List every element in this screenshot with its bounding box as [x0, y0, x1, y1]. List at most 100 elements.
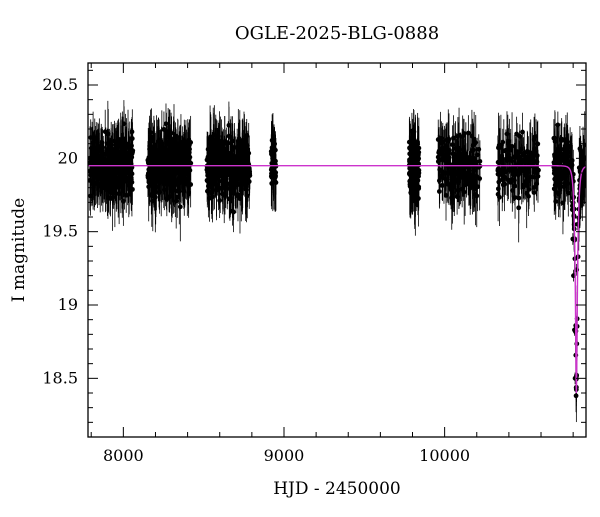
data-point [103, 173, 108, 179]
data-point [111, 147, 117, 152]
data-point [495, 186, 501, 192]
data-point [146, 155, 152, 160]
data-point [237, 145, 243, 151]
y-tick-label: 18.5 [42, 368, 78, 387]
data-point [561, 152, 567, 158]
data-point [180, 180, 186, 185]
data-point [186, 159, 192, 164]
data-point [110, 156, 115, 162]
data-point [125, 166, 130, 172]
data-point [513, 155, 518, 160]
data-point [470, 172, 475, 178]
y-tick-label: 20.5 [42, 75, 78, 94]
data-point [169, 186, 175, 192]
data-point [221, 167, 227, 172]
data-point [552, 135, 558, 141]
y-tick-label: 19.5 [42, 222, 78, 241]
data-point [524, 190, 530, 196]
data-point [517, 133, 523, 139]
data-point [207, 137, 213, 143]
data-point [269, 148, 274, 154]
data-point [516, 205, 522, 211]
data-point [569, 158, 575, 163]
plot-frame [87, 62, 587, 438]
data-point [564, 180, 570, 185]
data-point [231, 191, 237, 196]
x-tick-label: 9000 [264, 446, 305, 465]
data-point [508, 147, 514, 153]
data-point [148, 149, 154, 154]
data-point [415, 139, 420, 145]
data-point [129, 136, 135, 141]
data-point [171, 150, 177, 156]
data-point [226, 168, 232, 173]
data-point [558, 176, 564, 182]
data-point [178, 165, 183, 171]
data-point [100, 176, 106, 182]
data-point [228, 177, 234, 183]
data-point [441, 147, 447, 152]
data-point [520, 167, 526, 173]
data-point [500, 139, 506, 145]
data-point [90, 149, 96, 155]
data-point [221, 193, 227, 198]
data-point [235, 150, 241, 156]
data-point [98, 159, 104, 165]
data-point [152, 156, 158, 162]
data-point [178, 139, 184, 145]
data-point [530, 160, 536, 166]
data-point [528, 150, 534, 156]
data-point [552, 182, 558, 188]
data-point [575, 221, 581, 227]
data-point [580, 175, 586, 181]
data-point [505, 177, 511, 183]
y-axis-label: I magnitude [9, 198, 29, 302]
data-point [156, 179, 161, 185]
data-point [578, 148, 584, 154]
model-curve [88, 164, 586, 394]
data-point [447, 147, 452, 153]
data-point [496, 145, 501, 151]
data-point [499, 153, 504, 159]
data-point [166, 180, 172, 186]
data-point [240, 160, 246, 166]
data-point [408, 156, 414, 162]
data-point [226, 122, 232, 128]
data-point [534, 181, 540, 187]
data-point [114, 156, 120, 162]
data-point [159, 160, 164, 166]
data-point [237, 196, 243, 202]
data-point [516, 170, 522, 176]
data-point [117, 166, 123, 172]
data-point [229, 153, 235, 158]
data-point [272, 169, 278, 175]
data-point [120, 198, 126, 204]
data-point [525, 157, 531, 163]
data-point [514, 151, 520, 157]
x-axis-label: HJD - 2450000 [273, 479, 401, 499]
data-point [435, 159, 441, 164]
data-point [461, 131, 467, 136]
data-point [123, 192, 129, 198]
data-point [415, 169, 421, 175]
data-point [243, 133, 249, 139]
data-point [130, 186, 135, 192]
data-point [456, 158, 462, 164]
data-point [504, 131, 510, 137]
data-point [242, 168, 248, 174]
data-point [213, 168, 219, 174]
data-point [164, 139, 170, 145]
data-point [456, 132, 462, 138]
data-point [476, 146, 482, 152]
data-point [520, 129, 525, 135]
data-point [165, 133, 171, 138]
data-point [502, 181, 507, 187]
data-point [552, 176, 558, 182]
data-point [183, 150, 189, 156]
data-point [215, 156, 220, 162]
axis-ticks [88, 63, 586, 437]
data-point [177, 204, 183, 210]
data-point [458, 153, 464, 158]
chart-title: OGLE-2025-BLG-0888 [235, 23, 439, 44]
